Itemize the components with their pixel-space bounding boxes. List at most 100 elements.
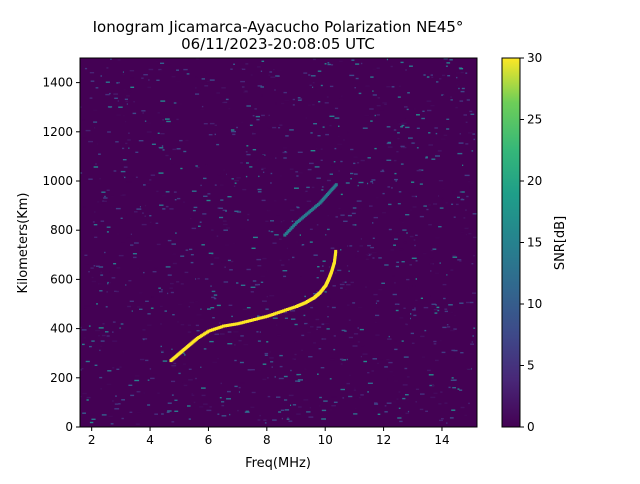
noise-cell	[80, 321, 85, 324]
trace-point	[242, 320, 246, 324]
noise-cell	[310, 326, 314, 328]
noise-cell	[435, 237, 440, 239]
noise-cell	[180, 167, 183, 170]
noise-cell	[267, 127, 273, 129]
noise-cell	[142, 275, 146, 277]
noise-cell	[100, 271, 102, 273]
noise-cell	[323, 400, 328, 402]
noise-cell	[353, 282, 356, 284]
colorbar-tick-label: 5	[527, 359, 535, 373]
noise-cell	[143, 184, 146, 186]
noise-cell	[443, 134, 448, 136]
noise-cell	[337, 143, 343, 146]
noise-cell	[370, 181, 373, 183]
noise-cell	[136, 391, 140, 393]
trace-point	[207, 329, 211, 333]
noise-cell	[186, 73, 190, 75]
noise-cell	[210, 285, 212, 287]
noise-cell	[129, 411, 133, 413]
noise-cell	[148, 79, 150, 81]
trace-point	[220, 325, 224, 329]
noise-cell	[158, 172, 164, 174]
noise-cell	[421, 117, 425, 120]
noise-cell	[103, 197, 108, 199]
noise-cell	[159, 305, 163, 308]
noise-cell	[435, 132, 438, 135]
noise-cell	[134, 242, 139, 244]
noise-cell	[204, 85, 209, 87]
trace-point	[216, 326, 220, 330]
noise-cell	[91, 276, 94, 279]
trace-point	[280, 309, 284, 313]
noise-cell	[298, 172, 303, 174]
noise-cell	[401, 340, 404, 342]
noise-cell	[349, 74, 355, 77]
x-tick-label: 4	[146, 433, 154, 447]
noise-cell	[401, 124, 405, 127]
noise-cell	[284, 99, 290, 102]
trace-point	[236, 322, 240, 326]
noise-cell	[353, 397, 358, 399]
noise-cell	[339, 358, 344, 360]
noise-cell	[452, 254, 456, 257]
noise-cell	[348, 374, 351, 376]
noise-cell	[329, 115, 335, 117]
noise-cell	[146, 122, 152, 124]
noise-cell	[161, 195, 167, 197]
noise-cell	[116, 290, 119, 293]
noise-cell	[284, 317, 288, 319]
noise-cell	[397, 132, 400, 134]
noise-cell	[161, 351, 164, 353]
noise-cell	[376, 67, 380, 69]
noise-cell	[443, 94, 447, 96]
noise-cell	[180, 255, 185, 257]
noise-cell	[123, 166, 128, 168]
noise-cell	[136, 411, 141, 414]
noise-cell	[420, 179, 424, 181]
noise-cell	[315, 318, 320, 321]
noise-cell	[463, 90, 466, 93]
trace-point	[227, 323, 231, 327]
noise-cell	[261, 168, 264, 171]
noise-cell	[84, 308, 87, 310]
noise-cell	[364, 114, 370, 117]
noise-cell	[126, 95, 130, 97]
noise-cell	[358, 92, 362, 95]
noise-cell	[258, 370, 262, 372]
noise-cell	[403, 307, 406, 309]
noise-cell	[276, 324, 278, 326]
noise-cell	[353, 156, 358, 158]
noise-cell	[394, 348, 398, 351]
noise-cell	[419, 408, 424, 411]
noise-cell	[223, 169, 225, 171]
noise-cell	[171, 76, 176, 78]
trace-point	[278, 310, 282, 314]
noise-cell	[303, 72, 308, 74]
noise-cell	[276, 70, 282, 72]
noise-cell	[405, 126, 410, 129]
noise-cell	[171, 380, 176, 383]
y-tick-label: 1400	[42, 76, 73, 90]
noise-cell	[406, 108, 409, 111]
noise-cell	[453, 216, 456, 218]
noise-cell	[413, 108, 416, 110]
noise-cell	[142, 329, 146, 331]
noise-cell	[273, 200, 277, 202]
noise-cell	[325, 292, 329, 294]
noise-cell	[180, 283, 184, 285]
noise-cell	[442, 187, 444, 190]
noise-cell	[460, 231, 464, 234]
noise-cell	[348, 395, 353, 398]
noise-cell	[313, 254, 318, 256]
noise-cell	[184, 271, 189, 274]
noise-cell	[312, 82, 315, 84]
noise-cell	[316, 326, 322, 328]
noise-cell	[222, 101, 224, 103]
noise-cell	[142, 112, 144, 114]
noise-cell	[441, 351, 446, 354]
noise-cell	[266, 270, 269, 272]
noise-cell	[448, 304, 453, 306]
noise-cell	[278, 411, 282, 413]
noise-cell	[246, 268, 251, 271]
noise-cell	[318, 348, 322, 350]
